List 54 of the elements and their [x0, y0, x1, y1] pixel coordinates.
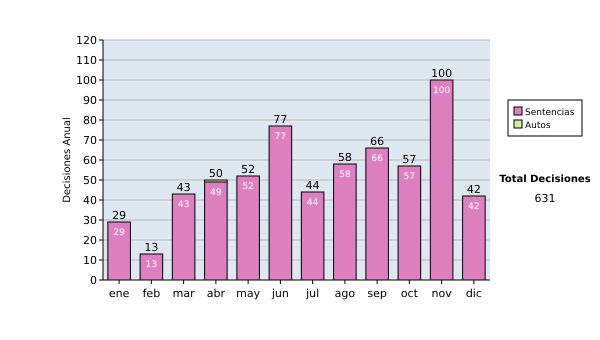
total-label: 57 — [402, 153, 416, 166]
total-label: 50 — [208, 167, 223, 180]
y-tick-label: 40 — [83, 194, 97, 207]
y-tick-label: 60 — [83, 154, 97, 167]
total-label: 52 — [241, 163, 256, 176]
total-label: 58 — [338, 151, 352, 164]
text: 631 — [534, 192, 556, 205]
y-tick-label: 30 — [83, 214, 97, 227]
y-axis-title: Decisiones Anual — [62, 117, 73, 203]
total-label: 77 — [273, 113, 288, 126]
y-tick-label: 50 — [83, 174, 97, 187]
data-label: 42 — [468, 202, 480, 212]
data-label: 52 — [242, 182, 254, 192]
legend-label: Sentencias — [525, 108, 575, 118]
x-tick-label: ago — [334, 287, 356, 300]
data-label: 29 — [113, 228, 126, 238]
y-tick-label: 10 — [83, 254, 97, 267]
data-label: 77 — [274, 132, 286, 142]
data-label: 44 — [306, 198, 319, 208]
total-label: 44 — [306, 179, 320, 192]
data-label: 13 — [146, 260, 158, 270]
x-tick-label: ene — [108, 287, 130, 300]
x-tick-label: jul — [305, 287, 320, 300]
legend-label: Autos — [525, 121, 551, 131]
data-label: 49 — [210, 188, 222, 198]
text: Total Decisiones — [499, 174, 591, 185]
x-tick-label: may — [236, 287, 261, 300]
x-tick-label: oct — [400, 287, 419, 300]
y-tick-label: 70 — [83, 134, 97, 147]
x-tick-label: jun — [270, 287, 289, 300]
y-tick-label: 20 — [83, 234, 97, 247]
x-tick-label: mar — [172, 287, 196, 300]
y-tick-label: 90 — [83, 94, 97, 107]
y-tick-label: 110 — [76, 54, 97, 67]
total-label: 43 — [176, 181, 191, 194]
data-label: 58 — [339, 170, 351, 180]
x-tick-label: sep — [367, 287, 387, 300]
y-tick-label: 0 — [90, 274, 97, 287]
x-tick-label: abr — [206, 287, 226, 300]
y-tick-label: 100 — [76, 74, 97, 87]
total-label: 66 — [370, 135, 384, 148]
x-tick-label: feb — [142, 287, 160, 300]
total-label: 42 — [466, 183, 481, 196]
data-label: 43 — [178, 200, 190, 210]
x-tick-label: dic — [466, 287, 482, 300]
x-tick-label: nov — [432, 287, 452, 300]
data-label: 100 — [433, 86, 450, 96]
y-tick-label: 80 — [83, 114, 97, 127]
data-label: 57 — [404, 172, 416, 182]
data-label: 66 — [371, 154, 384, 164]
total-label: 13 — [144, 241, 158, 254]
y-tick-label: 120 — [76, 34, 97, 47]
total-label: 100 — [431, 67, 452, 80]
total-label: 29 — [112, 209, 126, 222]
